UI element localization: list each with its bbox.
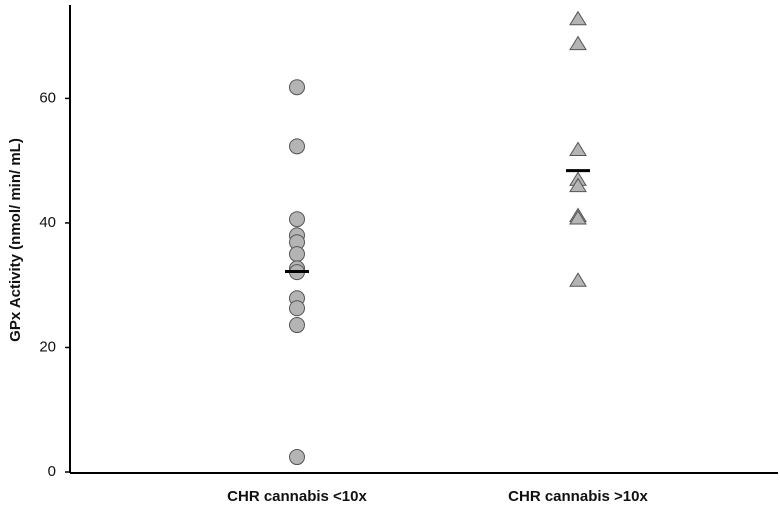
circle-point [289,79,305,96]
y-tick-label: 20 [39,338,56,355]
triangle-point [569,35,587,51]
y-tick-label: 0 [48,463,56,480]
y-axis-label: GPx Activity (nmol/ min/ mL) [7,138,24,342]
triangle-point [569,177,587,193]
y-tick-label: 60 [39,89,56,106]
circle-point [289,449,305,466]
triangle-point [569,10,587,26]
triangle-point [569,272,587,287]
x-tick-label: CHR cannabis >10x [508,488,648,505]
triangle-point [569,141,587,156]
circle-point [289,246,305,263]
circle-point [289,317,305,334]
circle-point [289,211,305,228]
triangle-point [569,209,587,225]
circle-point [289,300,305,317]
y-tick-label: 40 [39,214,56,231]
circle-point [289,138,305,155]
x-tick-label: CHR cannabis <10x [227,488,367,505]
